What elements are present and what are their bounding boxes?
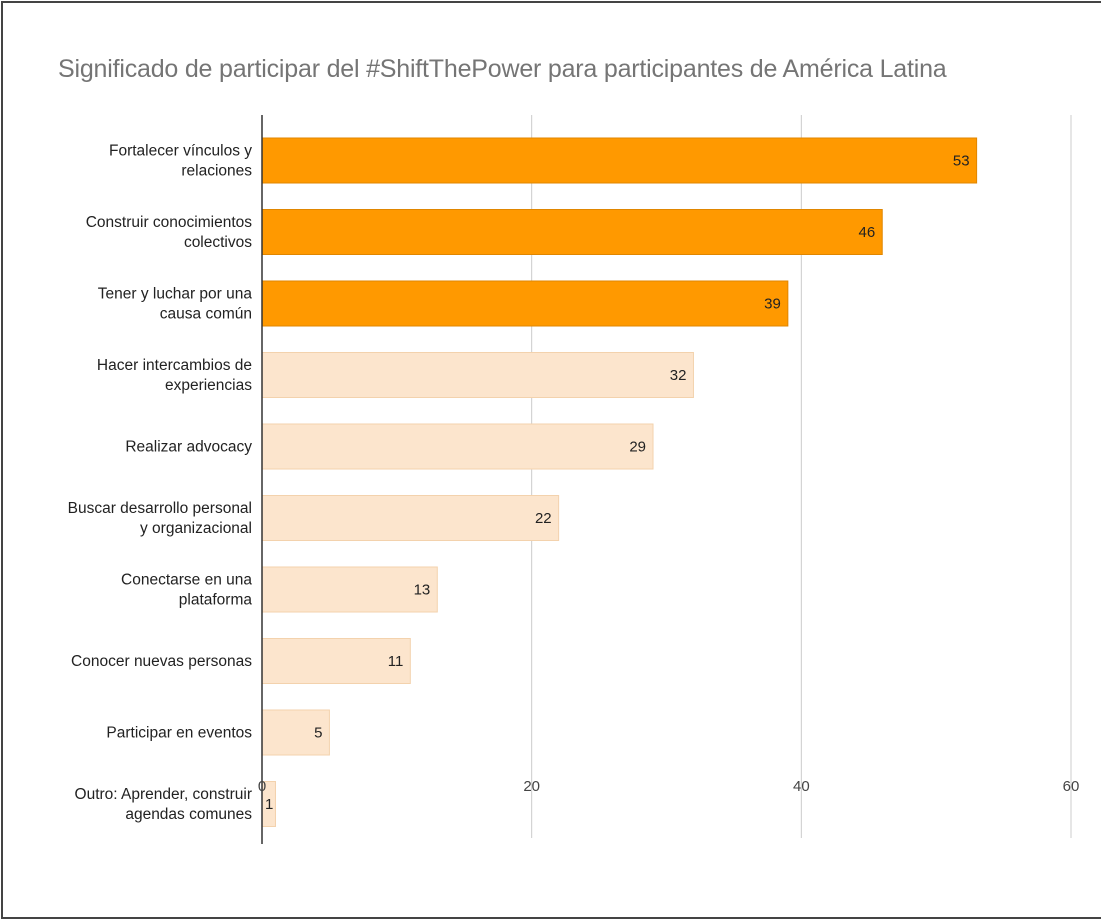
category-label-line: Fortalecer vínculos y bbox=[109, 143, 252, 160]
bar bbox=[261, 495, 560, 541]
data-label: 39 bbox=[764, 296, 781, 313]
data-label: 29 bbox=[629, 439, 646, 456]
x-tick-label: 0 bbox=[258, 778, 266, 795]
bar bbox=[261, 638, 411, 684]
x-tick-label: 20 bbox=[523, 778, 540, 795]
category-label-line: relaciones bbox=[181, 163, 252, 180]
data-label: 22 bbox=[535, 510, 552, 527]
category-label: Conocer nuevas personas bbox=[71, 653, 252, 670]
data-label: 46 bbox=[859, 224, 876, 241]
x-tick-label: 40 bbox=[793, 778, 810, 795]
category-label: Fortalecer vínculos y relaciones bbox=[109, 143, 252, 180]
category-label-line: causa común bbox=[160, 306, 252, 323]
data-label: 11 bbox=[388, 653, 404, 670]
category-label: Tener y luchar por una causa común bbox=[98, 286, 253, 323]
bar bbox=[261, 423, 654, 470]
category-label-line: agendas comunes bbox=[125, 806, 252, 823]
label-layer: 0 20 40 60 53 Fortalecer vínculos y relaciones… bbox=[68, 143, 1080, 824]
category-label-line: experiencias bbox=[165, 377, 252, 394]
x-tick-label: 60 bbox=[1063, 778, 1080, 795]
bar bbox=[261, 209, 883, 255]
category-label-line: Conectarse en una bbox=[121, 572, 252, 589]
category-label-line: Tener y luchar por una bbox=[98, 286, 253, 303]
category-label-line: y organizacional bbox=[140, 520, 252, 537]
category-label: Hacer intercambios de experiencias bbox=[97, 357, 252, 394]
bar bbox=[261, 280, 789, 327]
category-label-line: Participar en eventos bbox=[106, 725, 252, 742]
category-label-line: colectivos bbox=[184, 234, 252, 251]
data-label: 5 bbox=[314, 725, 322, 742]
category-label-line: Hacer intercambios de bbox=[97, 357, 252, 374]
category-label: Realizar advocacy bbox=[125, 439, 252, 456]
category-label-line: plataforma bbox=[179, 592, 253, 609]
category-label-line: Conocer nuevas personas bbox=[71, 653, 252, 670]
category-label-line: Realizar advocacy bbox=[125, 439, 252, 456]
bar-layer bbox=[261, 137, 978, 827]
bar bbox=[261, 566, 438, 613]
category-label: Buscar desarrollo personal y organizacion… bbox=[68, 500, 252, 537]
category-label: Participar en eventos bbox=[106, 725, 252, 742]
category-label-line: Construir conocimientos bbox=[86, 214, 253, 231]
category-label: Construir conocimientos colectivos bbox=[86, 214, 253, 251]
category-label-line: Outro: Aprender, construir bbox=[75, 786, 252, 803]
bar bbox=[261, 352, 694, 398]
bar bbox=[261, 137, 978, 184]
category-label-line: Buscar desarrollo personal bbox=[68, 500, 252, 517]
data-label: 32 bbox=[670, 367, 687, 384]
category-label: Conectarse en una plataforma bbox=[121, 572, 252, 609]
chart-title: Significado de participar del #ShiftTheP… bbox=[58, 55, 947, 83]
category-label: Outro: Aprender, construir agendas comune… bbox=[75, 786, 253, 823]
data-label: 13 bbox=[414, 582, 431, 599]
data-label: 1 bbox=[265, 796, 273, 813]
data-label: 53 bbox=[953, 153, 970, 170]
